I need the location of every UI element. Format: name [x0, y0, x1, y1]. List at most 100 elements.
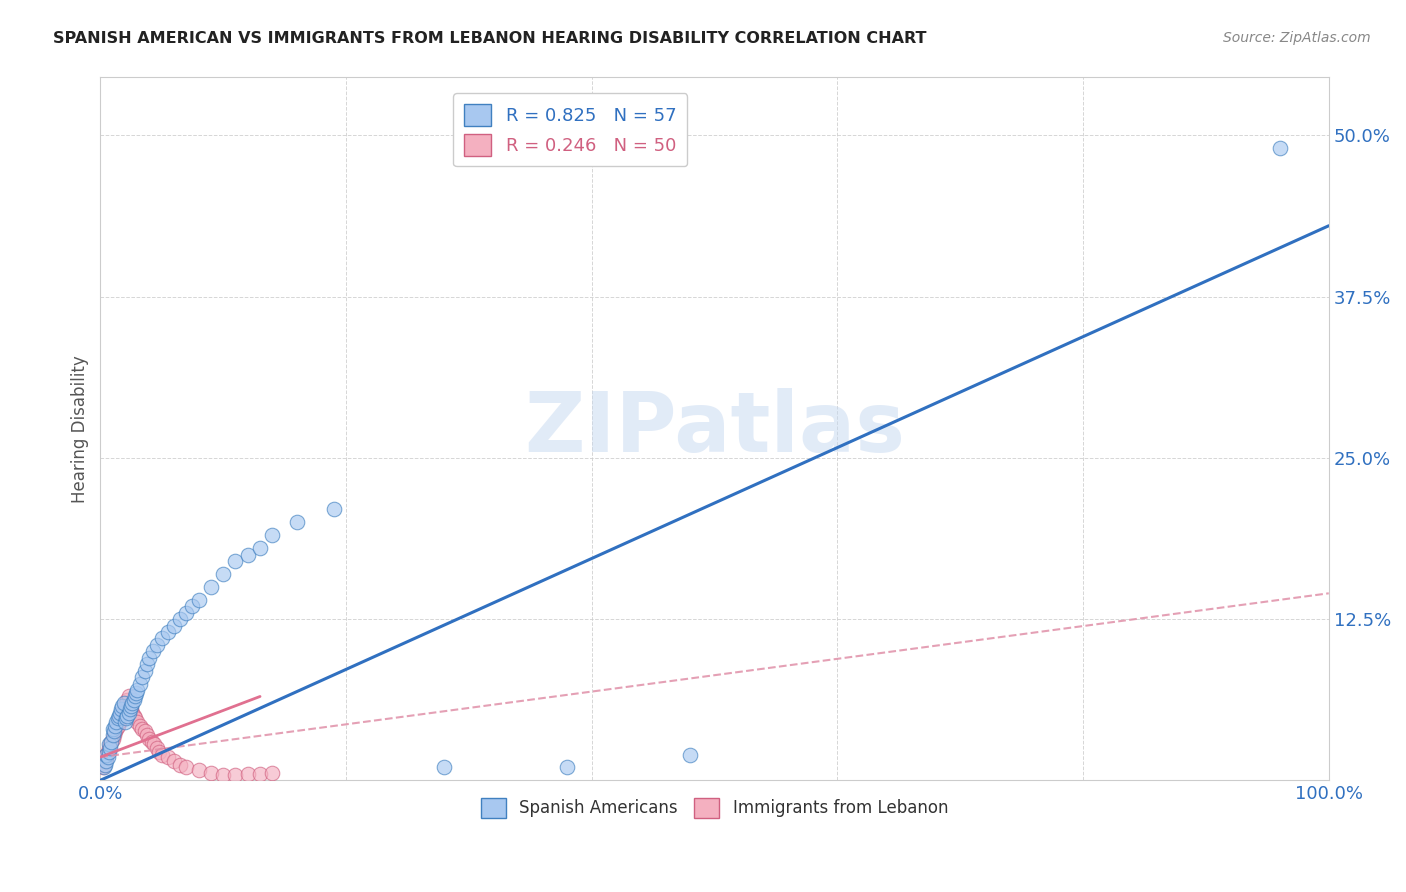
Text: SPANISH AMERICAN VS IMMIGRANTS FROM LEBANON HEARING DISABILITY CORRELATION CHART: SPANISH AMERICAN VS IMMIGRANTS FROM LEBA…: [53, 31, 927, 46]
Point: [94, 754, 117, 768]
Point: [181, 599, 204, 614]
Point: [93, 757, 115, 772]
Point: [262, 528, 284, 542]
Point: [555, 760, 578, 774]
Point: [224, 554, 246, 568]
Point: [156, 750, 179, 764]
Point: [127, 715, 149, 730]
Point: [98, 741, 121, 756]
Point: [131, 670, 153, 684]
Point: [125, 685, 148, 699]
Point: [117, 708, 139, 723]
Point: [107, 715, 129, 730]
Point: [120, 702, 142, 716]
Point: [212, 566, 235, 581]
Point: [224, 768, 246, 782]
Point: [122, 693, 145, 707]
Point: [187, 763, 209, 777]
Text: ZIPatlas: ZIPatlas: [524, 388, 905, 469]
Point: [200, 765, 222, 780]
Point: [110, 708, 132, 723]
Point: [96, 747, 118, 762]
Point: [108, 711, 131, 725]
Point: [91, 760, 114, 774]
Point: [104, 719, 127, 733]
Point: [128, 676, 150, 690]
Point: [142, 644, 165, 658]
Point: [150, 747, 173, 762]
Point: [433, 760, 456, 774]
Point: [112, 702, 135, 716]
Text: Source: ZipAtlas.com: Source: ZipAtlas.com: [1223, 31, 1371, 45]
Point: [100, 734, 122, 748]
Point: [111, 698, 134, 713]
Point: [127, 683, 149, 698]
Point: [110, 702, 132, 716]
Point: [679, 747, 702, 762]
Point: [141, 734, 163, 748]
Point: [94, 757, 117, 772]
Point: [111, 706, 134, 721]
Point: [136, 657, 159, 672]
Point: [97, 737, 120, 751]
Y-axis label: Hearing Disability: Hearing Disability: [72, 355, 89, 503]
Point: [118, 698, 141, 713]
Point: [107, 708, 129, 723]
Point: [163, 754, 186, 768]
Point: [212, 768, 235, 782]
Point: [96, 747, 118, 762]
Point: [156, 625, 179, 640]
Point: [163, 618, 186, 632]
Point: [120, 698, 142, 713]
Point: [150, 632, 173, 646]
Point: [285, 516, 308, 530]
Point: [97, 750, 120, 764]
Point: [108, 706, 131, 721]
Point: [249, 767, 271, 781]
Point: [114, 715, 136, 730]
Point: [104, 724, 127, 739]
Point: [134, 724, 156, 739]
Point: [101, 728, 124, 742]
Point: [112, 696, 135, 710]
Point: [117, 706, 139, 721]
Point: [169, 757, 191, 772]
Point: [146, 638, 169, 652]
Point: [148, 745, 170, 759]
Point: [103, 728, 125, 742]
Point: [97, 745, 120, 759]
Point: [97, 745, 120, 759]
Point: [98, 737, 121, 751]
Point: [200, 580, 222, 594]
Point: [107, 711, 129, 725]
Point: [101, 722, 124, 736]
Point: [169, 612, 191, 626]
Point: [103, 724, 125, 739]
Point: [105, 722, 128, 736]
Point: [131, 722, 153, 736]
Point: [124, 690, 146, 704]
Point: [138, 732, 160, 747]
Point: [93, 760, 115, 774]
Point: [176, 606, 198, 620]
Point: [114, 698, 136, 713]
Legend: Spanish Americans, Immigrants from Lebanon: Spanish Americans, Immigrants from Leban…: [474, 791, 955, 825]
Point: [96, 754, 118, 768]
Point: [105, 715, 128, 730]
Point: [122, 708, 145, 723]
Point: [236, 548, 259, 562]
Point: [1268, 141, 1291, 155]
Point: [124, 711, 146, 725]
Point: [187, 592, 209, 607]
Point: [117, 690, 139, 704]
Point: [101, 732, 124, 747]
Point: [249, 541, 271, 556]
Point: [128, 719, 150, 733]
Point: [121, 696, 143, 710]
Point: [107, 719, 129, 733]
Point: [262, 765, 284, 780]
Point: [236, 767, 259, 781]
Point: [121, 706, 143, 721]
Point: [136, 728, 159, 742]
Point: [143, 737, 166, 751]
